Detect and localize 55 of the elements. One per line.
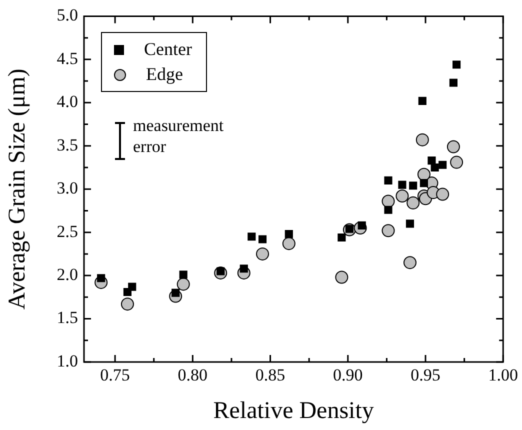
x-tick-label: 0.95	[410, 366, 440, 385]
point	[284, 230, 293, 238]
y-tick-label: 1.0	[56, 351, 78, 370]
annotation: measurement error	[133, 115, 225, 157]
point	[436, 188, 450, 201]
y-tick-label: 3.0	[56, 178, 78, 198]
point	[248, 232, 256, 241]
point	[240, 264, 248, 273]
y-tick-label: 5.0	[56, 6, 78, 25]
point	[382, 194, 395, 208]
point	[418, 96, 426, 105]
point	[128, 282, 136, 291]
x-axis-title: Relative Density	[213, 398, 374, 424]
point	[97, 274, 106, 282]
point	[396, 190, 409, 203]
point	[398, 180, 406, 189]
y-tick-label: 4.5	[56, 48, 78, 68]
legend-label: Edge	[146, 63, 183, 86]
point	[450, 156, 464, 169]
y-tick-label: 2.5	[56, 222, 78, 241]
x-tick-label: 1.00	[488, 366, 518, 385]
point	[179, 270, 188, 279]
point	[420, 179, 428, 188]
y-tick-label: 2.0	[56, 265, 78, 284]
point	[382, 224, 395, 238]
point	[446, 140, 460, 154]
point	[258, 235, 267, 244]
point	[384, 206, 392, 214]
point	[256, 247, 270, 260]
point	[417, 168, 430, 181]
y-tick-label: 4.0	[56, 92, 78, 112]
x-tick-label: 0.75	[100, 366, 130, 385]
point	[430, 163, 439, 172]
point	[120, 298, 134, 311]
y-tick-label: 1.5	[56, 308, 78, 328]
x-tick-label: 0.90	[333, 366, 363, 385]
point	[409, 182, 418, 190]
x-tick-label: 0.80	[178, 366, 208, 385]
x-tick-label: 0.85	[255, 366, 286, 385]
point	[452, 60, 461, 69]
point	[406, 196, 420, 210]
point	[338, 233, 346, 242]
y-axis-title: Average Grain Size (μm)	[4, 68, 31, 310]
point	[406, 220, 414, 228]
legend-label: Center	[144, 38, 192, 61]
point	[438, 160, 447, 169]
point	[403, 256, 416, 270]
point	[416, 133, 429, 146]
y-tick-label: 3.5	[56, 135, 78, 154]
point	[282, 237, 296, 250]
point	[449, 78, 458, 87]
point	[384, 176, 392, 184]
point	[176, 278, 190, 291]
point	[428, 156, 436, 165]
point	[335, 270, 348, 284]
